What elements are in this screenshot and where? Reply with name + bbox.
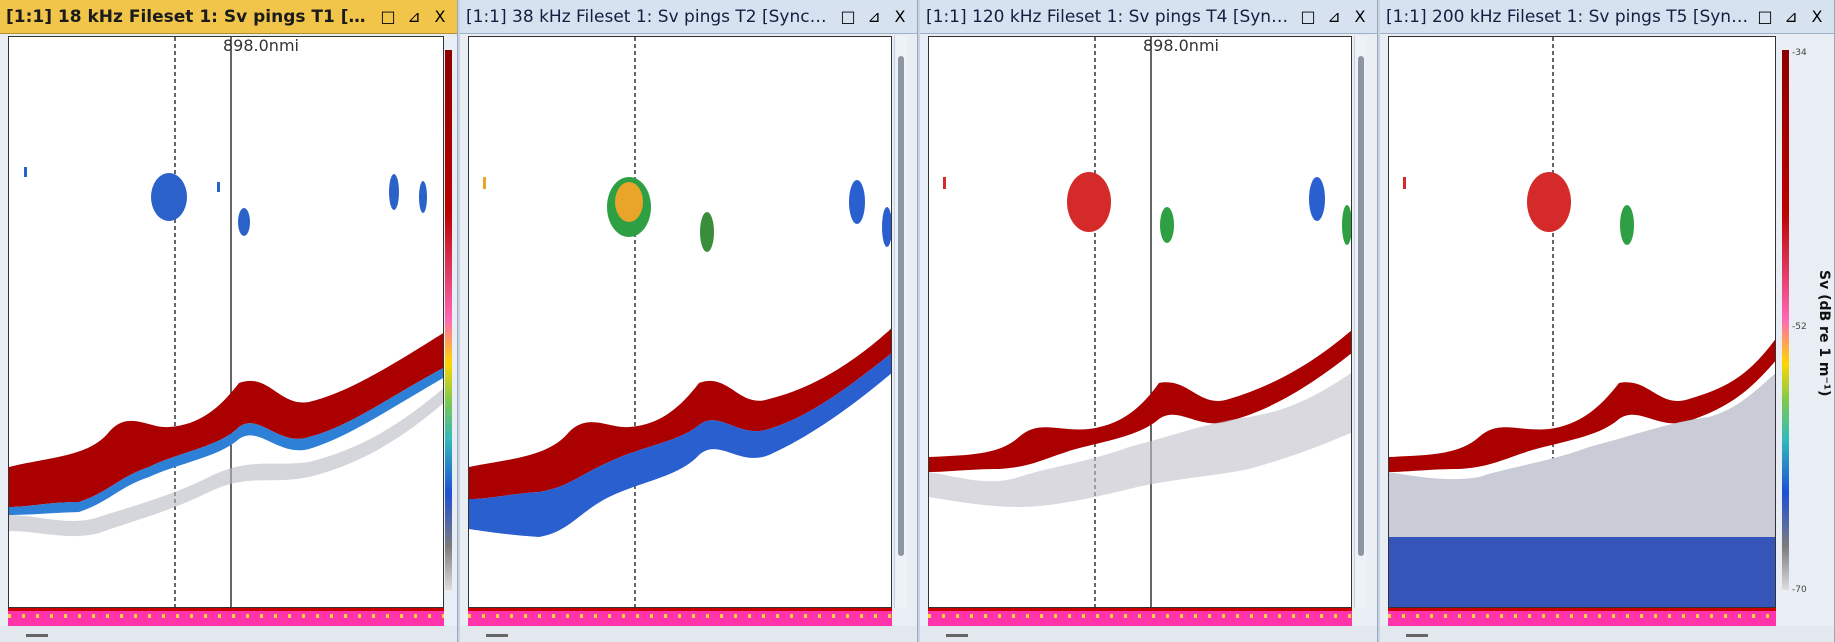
distance-label: 898.0nmi <box>1143 36 1219 55</box>
distance-label: 898.0nmi <box>223 36 299 55</box>
event-marker-bar[interactable] <box>1388 608 1776 629</box>
echogram-canvas[interactable] <box>1388 36 1776 608</box>
event-marker-bar[interactable] <box>928 608 1352 629</box>
horizontal-scrollbar[interactable] <box>0 626 457 642</box>
scale-top-value: -34 <box>1792 48 1807 58</box>
color-scale-bar <box>1782 50 1789 590</box>
event-marker-bar[interactable] <box>468 608 892 629</box>
horizontal-scrollbar[interactable] <box>1380 626 1834 642</box>
scroll-thumb[interactable] <box>1358 56 1364 556</box>
panel-title: [1:1] 38 kHz Fileset 1: Sv pings T2 [Syn… <box>466 6 833 27</box>
maximize-icon[interactable]: □ <box>1300 7 1316 26</box>
pin-icon[interactable]: ⊿ <box>1327 7 1341 26</box>
scroll-thumb[interactable] <box>898 56 904 556</box>
color-scale-bar <box>445 50 452 590</box>
panel-title: [1:1] 18 kHz Fileset 1: Sv pings T1 [Syn… <box>6 6 373 27</box>
close-icon[interactable]: X <box>1811 7 1823 26</box>
echogram-panel-18khz: [1:1] 18 kHz Fileset 1: Sv pings T1 [Syn… <box>0 0 458 642</box>
close-icon[interactable]: X <box>1354 7 1366 26</box>
pin-icon[interactable]: ⊿ <box>407 7 421 26</box>
vertical-scrollbar[interactable] <box>1354 36 1367 608</box>
pin-icon[interactable]: ⊿ <box>1784 7 1798 26</box>
scroll-handle[interactable] <box>946 634 968 637</box>
scroll-handle[interactable] <box>1406 634 1428 637</box>
echogram-canvas[interactable] <box>468 36 892 608</box>
maximize-icon[interactable]: □ <box>380 7 396 26</box>
event-marker-bar[interactable] <box>8 608 444 629</box>
maximize-icon[interactable]: □ <box>840 7 856 26</box>
echogram-canvas[interactable] <box>928 36 1352 608</box>
echogram-panel-200khz: [1:1] 200 kHz Fileset 1: Sv pings T5 [Sy… <box>1380 0 1835 642</box>
panel-titlebar[interactable]: [1:1] 120 kHz Fileset 1: Sv pings T4 [Sy… <box>920 0 1377 34</box>
echogram-panel-38khz: [1:1] 38 kHz Fileset 1: Sv pings T2 [Syn… <box>460 0 918 642</box>
panel-title: [1:1] 120 kHz Fileset 1: Sv pings T4 [Sy… <box>926 6 1293 27</box>
horizontal-scrollbar[interactable] <box>460 626 917 642</box>
scale-mid-value: -52 <box>1792 322 1807 332</box>
close-icon[interactable]: X <box>434 7 446 26</box>
echogram-canvas[interactable] <box>8 36 444 608</box>
panel-title: [1:1] 200 kHz Fileset 1: Sv pings T5 [Sy… <box>1386 6 1750 27</box>
panel-titlebar[interactable]: [1:1] 200 kHz Fileset 1: Sv pings T5 [Sy… <box>1380 0 1834 34</box>
maximize-icon[interactable]: □ <box>1757 7 1773 26</box>
vertical-scrollbar[interactable] <box>894 36 907 608</box>
scroll-handle[interactable] <box>486 634 508 637</box>
scale-bottom-value: -70 <box>1792 585 1807 595</box>
colorbar-label: Sv (dB re 1 m⁻¹) <box>1816 270 1832 397</box>
scroll-handle[interactable] <box>26 634 48 637</box>
close-icon[interactable]: X <box>894 7 906 26</box>
panel-titlebar[interactable]: [1:1] 38 kHz Fileset 1: Sv pings T2 [Syn… <box>460 0 917 34</box>
pin-icon[interactable]: ⊿ <box>867 7 881 26</box>
panel-titlebar[interactable]: [1:1] 18 kHz Fileset 1: Sv pings T1 [Syn… <box>0 0 457 34</box>
echogram-panel-120khz: [1:1] 120 kHz Fileset 1: Sv pings T4 [Sy… <box>920 0 1378 642</box>
horizontal-scrollbar[interactable] <box>920 626 1377 642</box>
